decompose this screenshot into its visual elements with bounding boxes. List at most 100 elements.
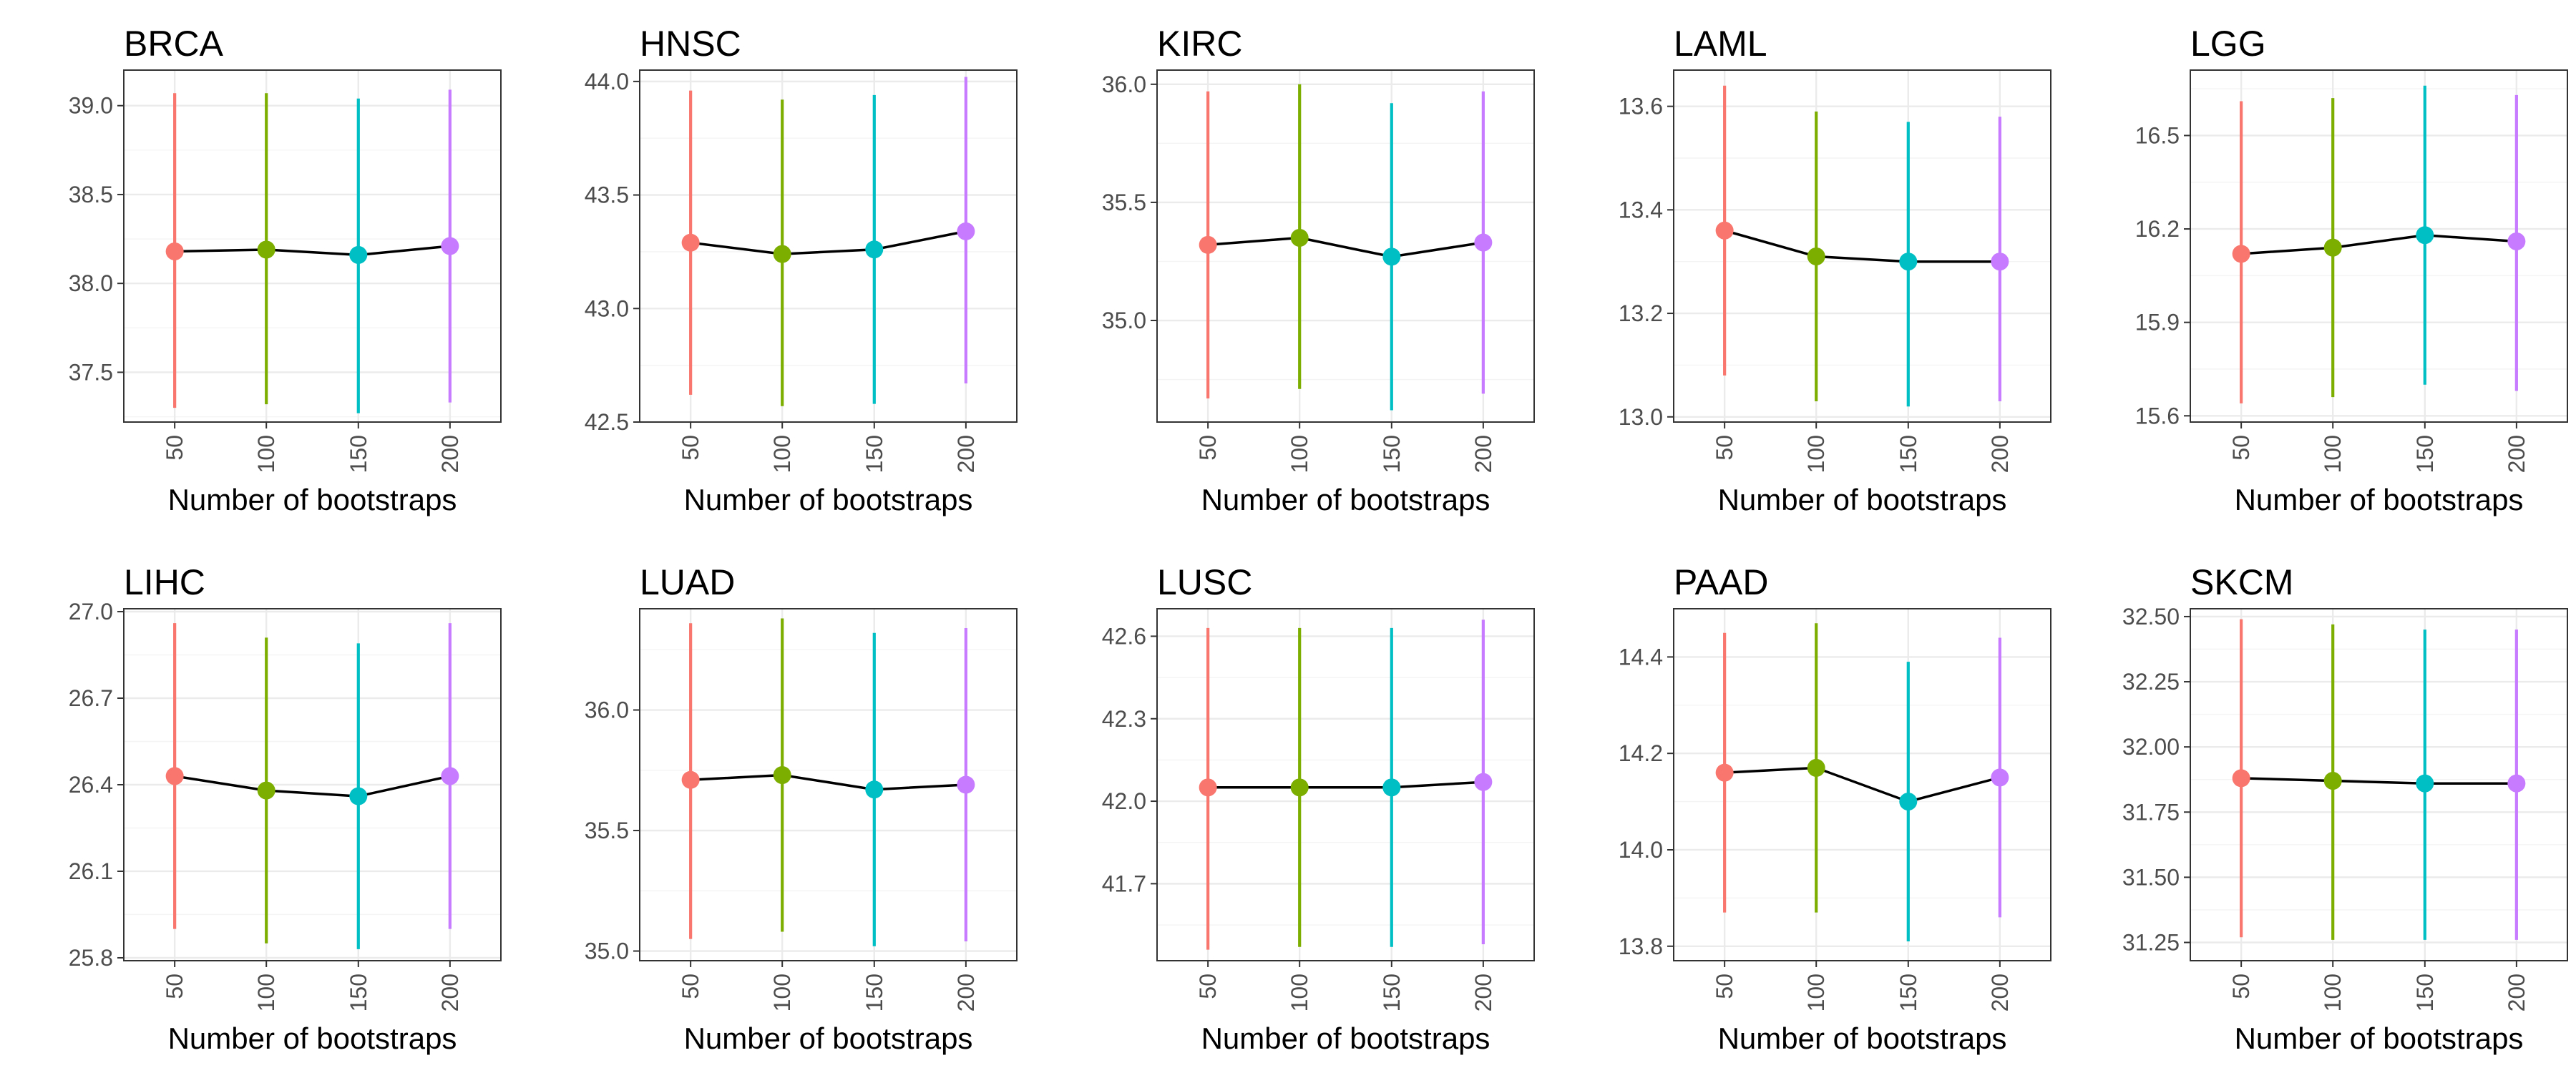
x-tick-label-brca-50: 50 (162, 435, 187, 461)
panel-lgg: LGG 15.6 15.9 16.2 16.5 50 100 150 200 Number of … (2135, 24, 2568, 516)
panel-skcm: SKCM 31.25 31.50 31.75 32.00 32.25 32.50 50 100 1… (2122, 562, 2568, 1055)
x-axis-title-kirc: Number of bootstraps (1201, 483, 1491, 516)
y-tick-label-luad-0: 35.0 (585, 939, 629, 964)
data-point-lihc-200 (441, 767, 459, 785)
panel-border-laml (1673, 69, 2051, 423)
data-point-laml-200 (1991, 253, 2009, 271)
x-tick-label-luad-150: 150 (862, 974, 887, 1011)
y-tick-label-brca-1: 38.0 (69, 270, 113, 296)
y-tick-label-paad-0: 13.8 (1619, 934, 1663, 959)
y-tick-label-hnsc-1: 43.0 (585, 295, 629, 321)
x-tick-label-brca-200: 200 (437, 435, 463, 473)
y-tick-label-lihc-0: 25.8 (69, 945, 113, 971)
x-tick-label-lusc-100: 100 (1287, 974, 1312, 1011)
data-point-lihc-150 (349, 787, 368, 805)
x-tick-label-kirc-200: 200 (1470, 435, 1496, 473)
data-point-hnsc-50 (681, 233, 700, 252)
x-tick-label-paad-200: 200 (1987, 974, 2013, 1011)
x-tick-label-paad-100: 100 (1803, 974, 1829, 1011)
x-tick-label-kirc-50: 50 (1195, 435, 1221, 461)
x-axis-title-lusc: Number of bootstraps (1201, 1021, 1491, 1055)
panel-luad: LUAD 35.0 35.5 36.0 50 100 150 200 Number of boo… (585, 562, 1018, 1055)
mean-line-lgg (2240, 234, 2517, 255)
y-tick-label-paad-3: 14.4 (1619, 644, 1663, 670)
y-tick-label-lgg-1: 15.9 (2135, 310, 2180, 335)
panel-title-luad: LUAD (640, 562, 735, 602)
x-tick-label-laml-200: 200 (1987, 435, 2013, 473)
x-axis-title-lgg: Number of bootstraps (2235, 483, 2524, 516)
x-axis-title-hnsc: Number of bootstraps (684, 483, 973, 516)
x-tick-label-lihc-200: 200 (437, 974, 463, 1011)
panel-border-lgg (2190, 69, 2568, 423)
x-tick-label-lgg-150: 150 (2412, 435, 2438, 473)
x-tick-label-lusc-200: 200 (1470, 974, 1496, 1011)
x-tick-label-lgg-50: 50 (2228, 435, 2254, 461)
x-tick-label-skcm-50: 50 (2228, 974, 2254, 999)
panel-hnsc: HNSC 42.5 43.0 43.5 44.0 50 100 150 200 Number of… (585, 24, 1018, 516)
panel-border-luad (639, 608, 1018, 961)
mean-line-brca (175, 245, 451, 257)
x-tick-label-brca-150: 150 (346, 435, 371, 473)
panel-kirc: KIRC 35.0 35.5 36.0 50 100 150 200 Number of boo… (1102, 24, 1535, 516)
panel-title-lgg: LGG (2190, 24, 2266, 64)
data-point-lihc-100 (257, 781, 275, 800)
y-tick-label-skcm-0: 31.25 (2122, 929, 2180, 955)
y-tick-label-lihc-3: 26.7 (69, 685, 113, 711)
x-tick-label-paad-50: 50 (1712, 974, 1737, 999)
y-tick-label-laml-1: 13.2 (1619, 300, 1663, 326)
data-point-lgg-50 (2232, 245, 2250, 263)
panel-title-laml: LAML (1674, 24, 1767, 64)
data-point-lihc-50 (165, 767, 184, 785)
x-axis-title-paad: Number of bootstraps (1718, 1021, 2007, 1055)
y-tick-label-kirc-1: 35.5 (1102, 190, 1146, 215)
y-tick-label-brca-0: 37.5 (69, 359, 113, 385)
x-tick-label-skcm-150: 150 (2412, 974, 2438, 1011)
y-tick-label-lusc-2: 42.3 (1102, 706, 1146, 732)
data-point-kirc-200 (1474, 233, 1493, 252)
x-tick-label-kirc-150: 150 (1379, 435, 1405, 473)
panel-border-skcm (2190, 608, 2568, 961)
data-point-brca-200 (441, 237, 459, 255)
panel-border-lusc (1156, 608, 1535, 961)
y-tick-label-hnsc-2: 43.5 (585, 182, 629, 208)
mean-line-laml (1724, 229, 2000, 263)
panel-lusc: LUSC 41.7 42.0 42.3 42.6 50 100 150 200 Number of… (1102, 562, 1535, 1055)
y-tick-label-lgg-2: 16.2 (2135, 216, 2180, 242)
x-tick-label-kirc-100: 100 (1287, 435, 1312, 473)
y-tick-label-lihc-4: 27.0 (69, 599, 113, 624)
x-tick-label-lusc-50: 50 (1195, 974, 1221, 999)
y-tick-label-lihc-1: 26.1 (69, 858, 113, 884)
y-tick-label-skcm-5: 32.50 (2122, 604, 2180, 629)
data-point-luad-50 (681, 770, 700, 789)
y-tick-label-hnsc-3: 44.0 (585, 69, 629, 94)
y-tick-label-lusc-0: 41.7 (1102, 871, 1146, 896)
data-point-luad-150 (865, 780, 884, 799)
y-tick-label-brca-2: 38.5 (69, 182, 113, 207)
data-point-brca-100 (257, 240, 275, 259)
panel-title-lusc: LUSC (1157, 562, 1252, 602)
data-point-laml-150 (1899, 253, 1918, 271)
y-tick-label-skcm-3: 32.00 (2122, 734, 2180, 760)
data-point-laml-50 (1715, 221, 1734, 240)
mean-line-skcm (2241, 777, 2517, 785)
y-tick-label-brca-3: 39.0 (69, 93, 113, 119)
mean-line-kirc (1207, 236, 1484, 258)
x-tick-label-laml-100: 100 (1803, 435, 1829, 473)
x-axis-title-brca: Number of bootstraps (168, 483, 457, 516)
data-point-lgg-150 (2416, 226, 2434, 245)
data-point-lgg-100 (2323, 238, 2342, 257)
x-tick-label-lusc-150: 150 (1379, 974, 1405, 1011)
data-point-paad-150 (1899, 793, 1918, 811)
data-point-hnsc-150 (865, 240, 884, 259)
data-point-hnsc-100 (773, 245, 791, 263)
data-point-skcm-50 (2232, 769, 2250, 788)
y-tick-label-lusc-3: 42.6 (1102, 623, 1146, 649)
x-tick-label-skcm-200: 200 (2504, 974, 2529, 1011)
x-tick-label-lgg-100: 100 (2320, 435, 2346, 473)
panel-border-hnsc (639, 69, 1018, 423)
panel-lihc: LIHC 25.8 26.1 26.4 26.7 27.0 50 100 150 200 Numbe… (69, 562, 502, 1055)
data-point-kirc-100 (1290, 228, 1309, 247)
y-tick-label-laml-3: 13.6 (1619, 94, 1663, 119)
data-point-lusc-200 (1474, 773, 1493, 791)
